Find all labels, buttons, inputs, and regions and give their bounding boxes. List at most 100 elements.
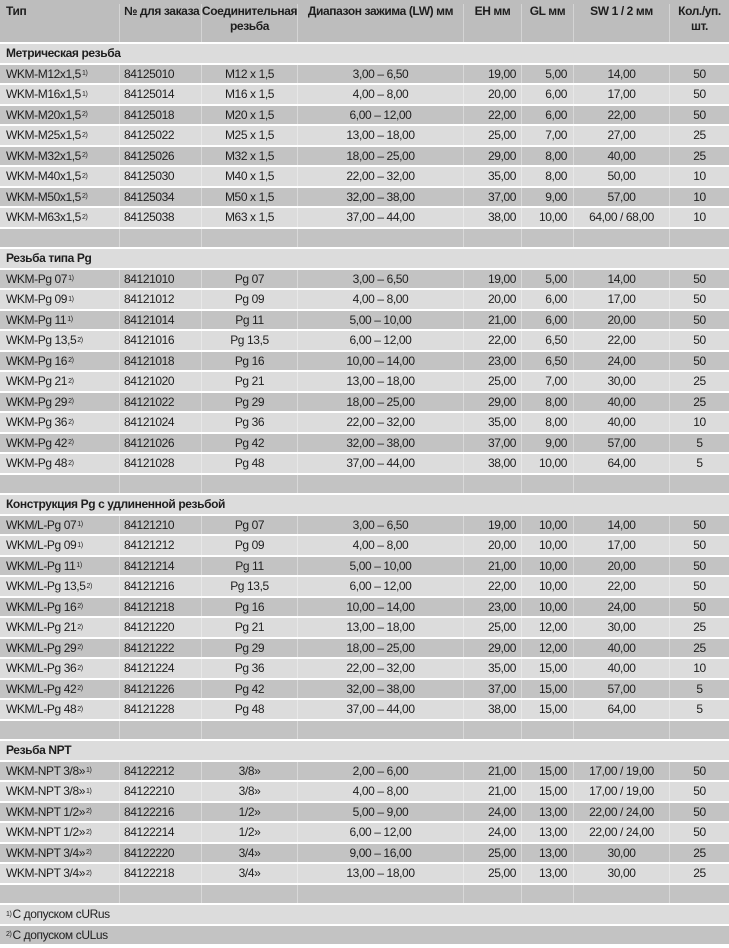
cell-qty: 50: [670, 290, 729, 309]
blank-cell: [120, 228, 202, 247]
blank-cell: [202, 720, 298, 739]
cell-thread: Pg 16: [202, 351, 298, 370]
cell-type: WKM/L-Pg 09 1): [0, 536, 120, 555]
cell-order: 84121014: [120, 310, 202, 329]
cell-type-value: WKM-NPT 1/2»: [6, 804, 85, 819]
cell-range: 3,00 – 6,50: [298, 515, 464, 534]
cell-order: 84121212: [120, 536, 202, 555]
cell-type: WKM/L-Pg 13,5 2): [0, 577, 120, 596]
blank-cell: [0, 228, 120, 247]
footnote-mark: 1): [6, 910, 12, 918]
cell-sw: 64,00 / 68,00: [574, 208, 670, 227]
cell-qty: 10: [670, 413, 729, 432]
cell-thread: M63 x 1,5: [202, 208, 298, 227]
cell-eh-value: 38,00: [487, 210, 516, 225]
table-row: WKM/L-Pg 29 2) 84121222 Pg 29 18,00 – 25,00 2…: [0, 638, 729, 657]
cell-sw-value: 64,00: [607, 456, 636, 471]
cell-thread-value: 3/4»: [238, 845, 261, 860]
cell-eh: 19,00: [464, 269, 522, 288]
cell-gl-value: 8,00: [545, 394, 567, 409]
cell-qty-value: 25: [693, 148, 706, 163]
cell-thread: M32 x 1,5: [202, 146, 298, 165]
table-row: WKM-NPT 3/4» 2) 84122220 3/4» 9,00 – 16,00 25…: [0, 843, 729, 862]
cell-eh-value: 21,00: [487, 784, 516, 799]
cell-order: 84121020: [120, 372, 202, 391]
cell-gl: 8,00: [522, 167, 574, 186]
cell-type-value: WKM-Pg 11: [6, 312, 67, 327]
footnote-ref: 2): [86, 869, 92, 877]
cell-gl-value: 7,00: [545, 374, 567, 389]
cell-eh: 37,00: [464, 187, 522, 206]
cell-sw-value: 30,00: [607, 866, 636, 881]
cell-sw: 24,00: [574, 597, 670, 616]
cell-gl: 10,00: [522, 208, 574, 227]
cell-order: 84122210: [120, 782, 202, 801]
blank-cell: [202, 474, 298, 493]
cell-qty: 50: [670, 782, 729, 801]
cell-eh-value: 37,00: [487, 189, 516, 204]
cell-range-value: 4,00 – 8,00: [352, 87, 409, 102]
cell-type: WKM-Pg 07 1): [0, 269, 120, 288]
cell-type-value: WKM/L-Pg 29: [6, 640, 77, 655]
cell-eh: 19,00: [464, 64, 522, 83]
cell-order-value: 84121218: [124, 599, 175, 614]
cell-order-value: 84121012: [124, 292, 175, 307]
cell-eh-value: 35,00: [487, 415, 516, 430]
cell-qty-value: 50: [693, 107, 706, 122]
footnote-ref: 1): [86, 787, 92, 795]
cell-thread-value: Pg 29: [234, 394, 265, 409]
section-title: Резьба NPT: [0, 741, 729, 760]
cell-eh: 22,00: [464, 331, 522, 350]
cell-eh: 25,00: [464, 126, 522, 145]
cell-thread: Pg 16: [202, 597, 298, 616]
cell-qty-value: 10: [693, 210, 706, 225]
cell-order-value: 84121016: [124, 333, 175, 348]
cell-thread: Pg 21: [202, 372, 298, 391]
cell-range-value: 3,00 – 6,50: [352, 517, 409, 532]
cell-gl: 9,00: [522, 187, 574, 206]
blank-cell: [522, 474, 574, 493]
header-clamping-range: Диапазон зажима (LW) мм: [298, 4, 464, 42]
cell-eh: 21,00: [464, 556, 522, 575]
cell-order-value: 84122216: [124, 804, 175, 819]
cell-thread-value: Pg 42: [234, 681, 265, 696]
cell-type-value: WKM-NPT 1/2»: [6, 825, 85, 840]
cell-order-value: 84121028: [124, 456, 175, 471]
cell-qty: 50: [670, 803, 729, 822]
cell-order-value: 84122218: [124, 866, 175, 881]
cell-gl: 6,00: [522, 290, 574, 309]
cell-qty-value: 10: [693, 169, 706, 184]
cell-type: WKM/L-Pg 16 2): [0, 597, 120, 616]
cell-eh: 22,00: [464, 105, 522, 124]
cell-thread: M40 x 1,5: [202, 167, 298, 186]
table-row: WKM-M40x1,5 2) 84125030 M40 x 1,5 22,00 – 32…: [0, 167, 729, 186]
cell-gl: 15,00: [522, 700, 574, 719]
cell-eh: 24,00: [464, 802, 522, 821]
cell-type: WKM-M32x1,5 2): [0, 146, 120, 165]
cell-type: WKM/L-Pg 07 1): [0, 515, 120, 534]
cell-thread-value: Pg 11: [235, 312, 264, 327]
cell-eh: 37,00: [464, 679, 522, 698]
cell-order-value: 84121010: [124, 271, 175, 286]
cell-type: WKM/L-Pg 36 2): [0, 659, 120, 678]
header-type: Тип: [0, 4, 120, 42]
cell-eh: 23,00: [464, 351, 522, 370]
cell-order: 84122218: [120, 864, 202, 883]
cell-thread: 3/8»: [202, 782, 298, 801]
table-row: WKM/L-Pg 48 2) 84121228 Pg 48 37,00 – 44,00 3…: [0, 700, 729, 719]
cell-range-value: 13,00 – 18,00: [346, 620, 415, 635]
footnote-ref: 2): [68, 439, 74, 447]
cell-sw-value: 22,00 / 24,00: [589, 804, 654, 819]
cell-order: 84125022: [120, 126, 202, 145]
cell-order-value: 84125022: [124, 128, 175, 143]
footnote-ref: 2): [81, 111, 88, 119]
cell-sw: 20,00: [574, 556, 670, 575]
cell-gl: 6,00: [522, 105, 574, 124]
cell-order-value: 84125034: [124, 189, 175, 204]
cell-thread-value: Pg 11: [235, 558, 264, 573]
cell-order: 84121016: [120, 331, 202, 350]
cell-thread-value: 3/8»: [238, 763, 261, 778]
cell-range-value: 22,00 – 32,00: [346, 169, 415, 184]
cell-qty-value: 25: [693, 845, 706, 860]
cell-range: 22,00 – 32,00: [298, 659, 464, 678]
